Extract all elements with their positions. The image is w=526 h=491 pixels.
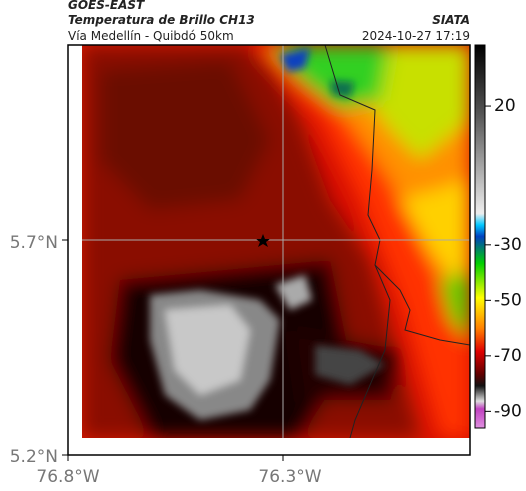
colorbar-tick-label: -30: [494, 235, 522, 255]
colorbar-tick-label: -90: [494, 401, 522, 421]
lon-label: 76.3°W: [258, 467, 321, 487]
map-frame: [67, 44, 471, 456]
colorbar: [474, 44, 486, 429]
colorbar-tick-label: -70: [494, 346, 522, 366]
colorbar-tick-label: 20: [494, 96, 516, 116]
colorbar-tick-label: -50: [494, 290, 522, 310]
location: Vía Medellín - Quibdó 50km: [68, 29, 234, 43]
lat-label: 5.2°N: [10, 447, 58, 467]
subtitle: Temperatura de Brillo CH13: [68, 13, 255, 27]
lat-label: 5.7°N: [10, 233, 58, 253]
source: SIATA: [432, 13, 470, 27]
brightness-field: [82, 45, 470, 438]
title: GOES-EAST: [68, 0, 145, 12]
lon-label: 76.8°W: [36, 467, 99, 487]
timestamp: 2024-10-27 17:19: [362, 29, 470, 43]
